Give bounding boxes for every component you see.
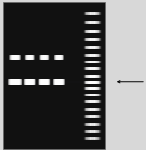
Bar bbox=[3, 2, 105, 148]
